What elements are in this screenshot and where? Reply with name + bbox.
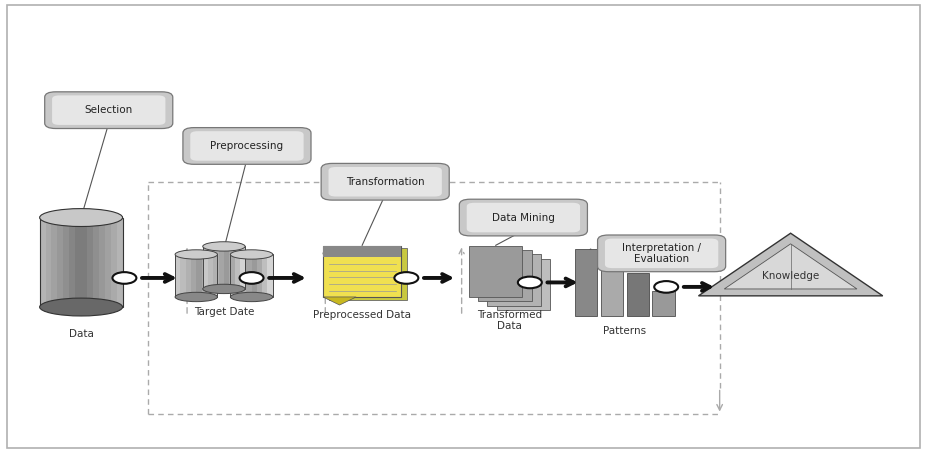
FancyBboxPatch shape bbox=[575, 249, 597, 316]
Circle shape bbox=[239, 272, 263, 284]
FancyBboxPatch shape bbox=[40, 217, 45, 307]
Text: Knowledge: Knowledge bbox=[762, 271, 819, 281]
Text: Target Date: Target Date bbox=[194, 307, 254, 317]
FancyBboxPatch shape bbox=[466, 203, 580, 232]
FancyBboxPatch shape bbox=[99, 217, 105, 307]
Text: Interpretation /
Evaluation: Interpretation / Evaluation bbox=[622, 242, 701, 264]
Text: Data: Data bbox=[69, 328, 94, 338]
Text: Patterns: Patterns bbox=[603, 326, 646, 336]
FancyBboxPatch shape bbox=[231, 255, 235, 297]
Text: Transformed
Data: Transformed Data bbox=[477, 309, 542, 331]
Ellipse shape bbox=[175, 250, 218, 259]
FancyBboxPatch shape bbox=[219, 246, 224, 289]
FancyBboxPatch shape bbox=[497, 259, 550, 310]
FancyBboxPatch shape bbox=[235, 255, 241, 297]
Ellipse shape bbox=[175, 292, 218, 302]
FancyBboxPatch shape bbox=[213, 246, 219, 289]
Polygon shape bbox=[323, 297, 356, 305]
Polygon shape bbox=[698, 233, 883, 296]
FancyBboxPatch shape bbox=[183, 128, 311, 164]
FancyBboxPatch shape bbox=[191, 255, 197, 297]
FancyBboxPatch shape bbox=[185, 255, 191, 297]
FancyBboxPatch shape bbox=[52, 96, 165, 125]
FancyBboxPatch shape bbox=[460, 199, 588, 236]
FancyBboxPatch shape bbox=[105, 217, 110, 307]
FancyBboxPatch shape bbox=[45, 217, 52, 307]
FancyBboxPatch shape bbox=[627, 274, 649, 316]
FancyBboxPatch shape bbox=[57, 217, 63, 307]
Circle shape bbox=[654, 281, 679, 293]
FancyBboxPatch shape bbox=[207, 255, 212, 297]
FancyBboxPatch shape bbox=[488, 255, 540, 306]
FancyBboxPatch shape bbox=[262, 255, 268, 297]
FancyBboxPatch shape bbox=[229, 246, 235, 289]
Text: Data Mining: Data Mining bbox=[492, 212, 555, 222]
FancyBboxPatch shape bbox=[268, 255, 273, 297]
FancyBboxPatch shape bbox=[241, 255, 247, 297]
FancyBboxPatch shape bbox=[175, 255, 181, 297]
FancyBboxPatch shape bbox=[240, 246, 245, 289]
FancyBboxPatch shape bbox=[598, 235, 726, 272]
FancyBboxPatch shape bbox=[328, 167, 442, 197]
FancyBboxPatch shape bbox=[81, 217, 87, 307]
Ellipse shape bbox=[40, 208, 122, 226]
Polygon shape bbox=[724, 244, 857, 289]
Text: Selection: Selection bbox=[84, 105, 133, 115]
FancyBboxPatch shape bbox=[197, 255, 201, 297]
Circle shape bbox=[394, 272, 418, 284]
FancyBboxPatch shape bbox=[117, 217, 122, 307]
FancyBboxPatch shape bbox=[201, 255, 207, 297]
FancyBboxPatch shape bbox=[63, 217, 70, 307]
Ellipse shape bbox=[231, 250, 273, 259]
FancyBboxPatch shape bbox=[190, 131, 304, 161]
Ellipse shape bbox=[40, 298, 122, 316]
FancyBboxPatch shape bbox=[7, 5, 920, 448]
FancyBboxPatch shape bbox=[605, 239, 718, 268]
FancyBboxPatch shape bbox=[469, 246, 523, 297]
FancyBboxPatch shape bbox=[75, 217, 81, 307]
FancyBboxPatch shape bbox=[653, 291, 675, 316]
Ellipse shape bbox=[203, 242, 245, 251]
FancyBboxPatch shape bbox=[52, 217, 57, 307]
Circle shape bbox=[518, 277, 541, 288]
FancyBboxPatch shape bbox=[93, 217, 99, 307]
FancyBboxPatch shape bbox=[601, 262, 623, 316]
FancyBboxPatch shape bbox=[251, 255, 257, 297]
FancyBboxPatch shape bbox=[44, 92, 172, 129]
Ellipse shape bbox=[203, 284, 245, 294]
FancyBboxPatch shape bbox=[181, 255, 185, 297]
FancyBboxPatch shape bbox=[478, 250, 532, 301]
FancyBboxPatch shape bbox=[321, 164, 450, 200]
FancyBboxPatch shape bbox=[323, 246, 401, 257]
FancyBboxPatch shape bbox=[208, 246, 213, 289]
FancyBboxPatch shape bbox=[328, 248, 407, 299]
FancyBboxPatch shape bbox=[247, 255, 251, 297]
FancyBboxPatch shape bbox=[323, 246, 401, 297]
FancyBboxPatch shape bbox=[224, 246, 229, 289]
FancyBboxPatch shape bbox=[235, 246, 240, 289]
FancyBboxPatch shape bbox=[257, 255, 262, 297]
FancyBboxPatch shape bbox=[110, 217, 117, 307]
Text: Preprocessed Data: Preprocessed Data bbox=[313, 309, 412, 319]
FancyBboxPatch shape bbox=[87, 217, 93, 307]
FancyBboxPatch shape bbox=[212, 255, 218, 297]
FancyBboxPatch shape bbox=[203, 246, 208, 289]
FancyBboxPatch shape bbox=[70, 217, 75, 307]
Ellipse shape bbox=[231, 292, 273, 302]
Circle shape bbox=[112, 272, 136, 284]
Text: Preprocessing: Preprocessing bbox=[210, 141, 284, 151]
Text: Transformation: Transformation bbox=[346, 177, 425, 187]
